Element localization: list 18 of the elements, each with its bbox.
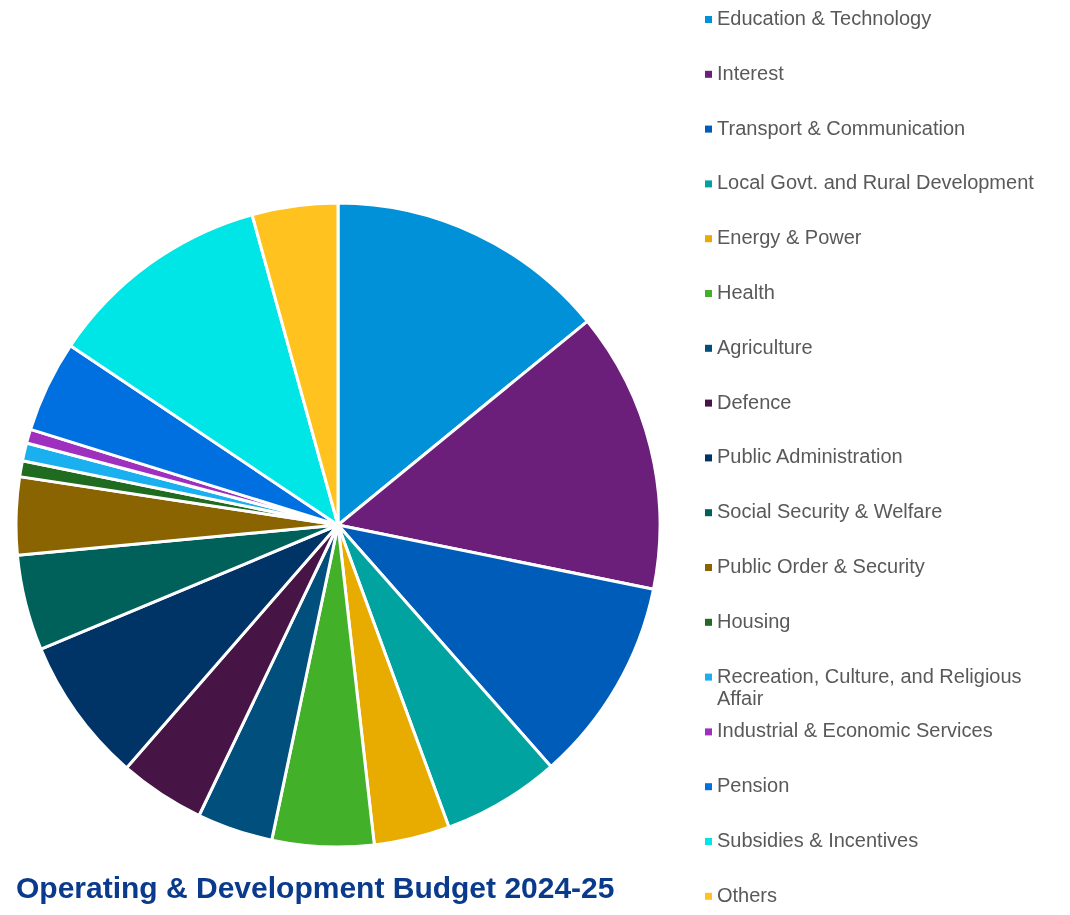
legend-label: Subsidies & Incentives: [717, 829, 919, 852]
legend-label: Public Administration: [717, 445, 903, 468]
legend-label: Others: [717, 884, 778, 907]
legend-label: Housing: [717, 610, 791, 633]
legend-label: Health: [717, 281, 775, 304]
legend-label: Education & Technology: [717, 7, 932, 30]
legend-label: Defence: [717, 390, 792, 413]
legend-label: Local Govt. and Rural Development: [717, 171, 1035, 194]
legend-label: Transport & Communication: [717, 116, 966, 139]
text: Operating & Development Budget 2024-25: [16, 871, 615, 904]
legend-label: Industrial & Economic Services: [717, 719, 993, 742]
legend-label: Public Order & Security: [717, 555, 925, 578]
legend-label: Recreation, Culture, and Religious Affair: [717, 664, 1022, 709]
legend-label: Social Security & Welfare: [717, 500, 943, 523]
legend-label: Interest: [717, 62, 785, 85]
legend-label: Agriculture: [717, 336, 813, 359]
legend-label: Energy & Power: [717, 226, 862, 249]
legend-label: Pension: [717, 774, 790, 797]
